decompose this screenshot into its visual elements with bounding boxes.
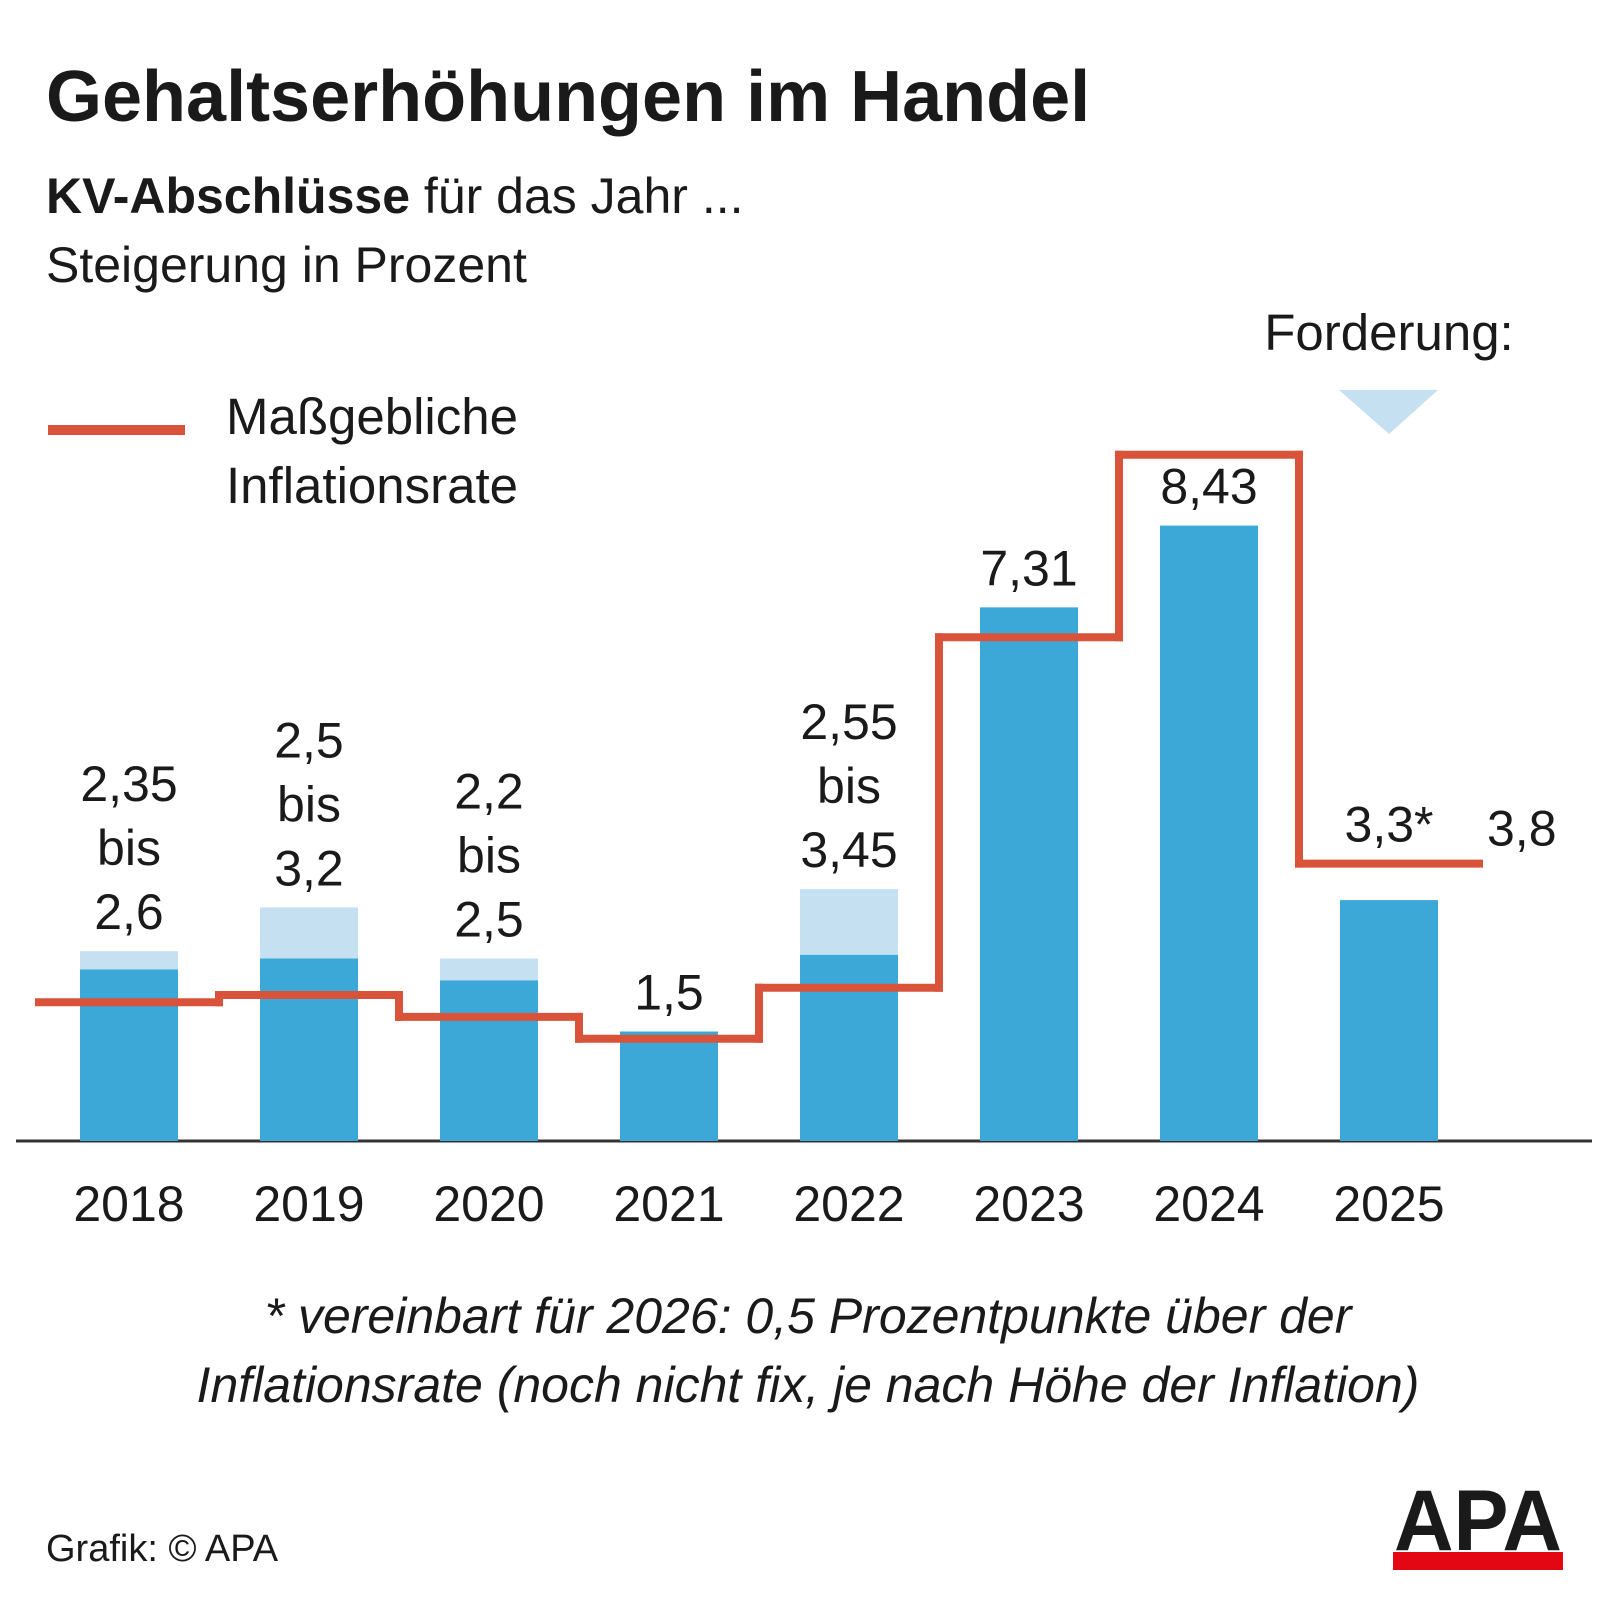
value-label: 8,43 xyxy=(1160,459,1257,515)
x-tick-label: 2019 xyxy=(253,1176,364,1232)
x-tick-label: 2023 xyxy=(973,1176,1084,1232)
value-label: bis xyxy=(277,776,341,832)
value-label: 3,45 xyxy=(800,822,897,878)
bar xyxy=(800,954,898,1141)
legend-label: Maßgebliche Inflationsrate xyxy=(226,388,519,514)
x-tick-label: 2024 xyxy=(1153,1176,1264,1232)
bar xyxy=(620,1031,718,1141)
value-label: 3,2 xyxy=(274,840,344,896)
logo-bar xyxy=(1393,1552,1563,1570)
bar xyxy=(260,958,358,1141)
range-bar xyxy=(80,951,178,970)
value-label: 2,5 xyxy=(454,892,524,948)
line-value-label: 3,8 xyxy=(1487,801,1557,857)
value-label: 2,55 xyxy=(800,694,897,750)
value-label: 1,5 xyxy=(634,965,704,1021)
value-label: 2,35 xyxy=(80,756,177,812)
value-label: 2,6 xyxy=(94,884,164,940)
range-bar xyxy=(440,958,538,981)
value-label: 2,5 xyxy=(274,712,344,768)
x-tick-label: 2022 xyxy=(793,1176,904,1232)
bar xyxy=(1340,900,1438,1141)
annotation: Forderung: xyxy=(1264,304,1513,361)
value-label: 7,31 xyxy=(980,540,1077,596)
x-tick-label: 2018 xyxy=(73,1176,184,1232)
chart-title: Gehaltserhöhungen im Handel xyxy=(46,57,1090,137)
annotation-arrow xyxy=(1339,390,1438,434)
range-bar xyxy=(260,907,358,959)
value-label: 2,2 xyxy=(454,764,524,820)
subtitle-rest: für das Jahr ... xyxy=(424,168,744,224)
bar xyxy=(80,969,178,1141)
bar xyxy=(980,607,1078,1141)
bar xyxy=(1160,525,1258,1141)
footnote: * vereinbart für 2026: 0,5 Prozentpunkte… xyxy=(265,1288,1354,1344)
source: Grafik: © APA xyxy=(46,1528,279,1570)
footnote: Inflationsrate (noch nicht fix, je nach … xyxy=(197,1357,1420,1413)
bar xyxy=(440,980,538,1141)
x-tick-label: 2025 xyxy=(1333,1176,1444,1232)
subtitle: KV-Abschlüsse für das Jahr ... xyxy=(46,168,744,224)
x-tick-label: 2020 xyxy=(433,1176,544,1232)
range-bar xyxy=(800,889,898,955)
value-label: bis xyxy=(97,820,161,876)
x-tick-label: 2021 xyxy=(613,1176,724,1232)
subtitle-bold: KV-Abschlüsse xyxy=(46,168,410,224)
subtitle-unit: Steigerung in Prozent xyxy=(46,237,527,293)
value-label: bis xyxy=(457,828,521,884)
value-label: 3,3* xyxy=(1345,797,1434,853)
value-label: bis xyxy=(817,758,881,814)
